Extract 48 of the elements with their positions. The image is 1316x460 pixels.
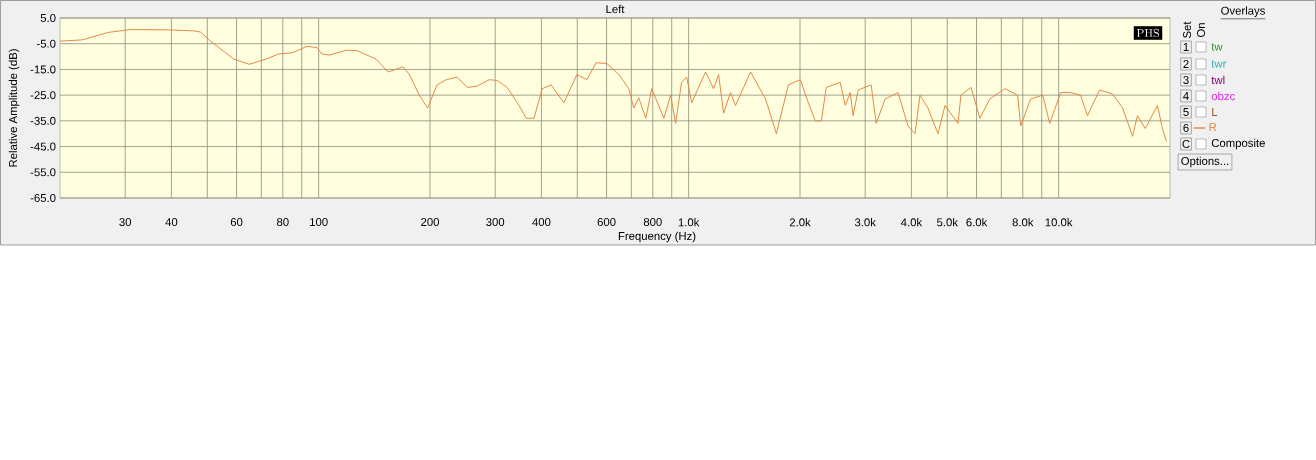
x-tick-label: 5.0k bbox=[937, 218, 958, 227]
x-tick-label: 100 bbox=[310, 218, 328, 227]
text: Composite bbox=[1211, 138, 1265, 150]
y-tick-label: 5.0 bbox=[40, 13, 56, 22]
text: twl bbox=[1211, 75, 1225, 85]
y-tick-label: -25.0 bbox=[30, 91, 56, 100]
y-tick-label: -45.0 bbox=[30, 142, 56, 151]
text: 2 bbox=[1183, 60, 1189, 68]
y-tick-label: -5.0 bbox=[36, 39, 56, 48]
x-tick-label: 8.0k bbox=[1012, 218, 1034, 227]
text: Overlays bbox=[1221, 6, 1265, 17]
x-tick-label: 60 bbox=[230, 218, 243, 227]
x-tick-label: 6.0k bbox=[966, 218, 988, 227]
y-tick-label: -15.0 bbox=[30, 65, 56, 74]
x-tick-label: 200 bbox=[421, 218, 440, 227]
text: tw bbox=[1211, 43, 1223, 51]
text: 5 bbox=[1183, 108, 1189, 116]
text: obzc bbox=[1211, 91, 1235, 101]
y-tick-label: -65.0 bbox=[30, 193, 56, 202]
text: 6 bbox=[1183, 123, 1189, 132]
annotation: PHS bbox=[1136, 28, 1159, 38]
y-tick-label: -35.0 bbox=[30, 116, 56, 125]
chart-title: Left bbox=[606, 4, 625, 14]
text: Set bbox=[1183, 21, 1192, 38]
x-axis-title: Frequency (Hz) bbox=[618, 231, 696, 243]
text: 4 bbox=[1183, 92, 1189, 100]
x-tick-label: 80 bbox=[277, 218, 289, 227]
y-axis-title: Relative Amplitude (dB) bbox=[8, 49, 20, 167]
x-tick-label: 2.0k bbox=[789, 218, 811, 227]
y-tick-label: -55.0 bbox=[30, 168, 56, 177]
x-tick-label: 3.0k bbox=[854, 218, 876, 227]
x-tick-label: 30 bbox=[119, 218, 132, 227]
x-tick-label: 400 bbox=[532, 218, 551, 227]
text: 3 bbox=[1183, 75, 1189, 84]
text: On bbox=[1197, 23, 1206, 38]
x-tick-label: 10.0k bbox=[1045, 218, 1073, 227]
x-tick-label: 40 bbox=[165, 218, 178, 227]
legend-label: R bbox=[1209, 123, 1217, 132]
text: C bbox=[1182, 139, 1190, 148]
text: L bbox=[1212, 108, 1218, 116]
x-tick-label: 600 bbox=[597, 218, 616, 227]
x-tick-label: 1.0k bbox=[678, 218, 700, 227]
text: twr bbox=[1211, 60, 1227, 68]
x-tick-label: 4.0k bbox=[900, 218, 923, 227]
text: 1 bbox=[1183, 43, 1189, 51]
text: Options... bbox=[1181, 156, 1229, 168]
x-tick-label: 300 bbox=[486, 218, 505, 227]
x-tick-label: 800 bbox=[643, 218, 662, 227]
